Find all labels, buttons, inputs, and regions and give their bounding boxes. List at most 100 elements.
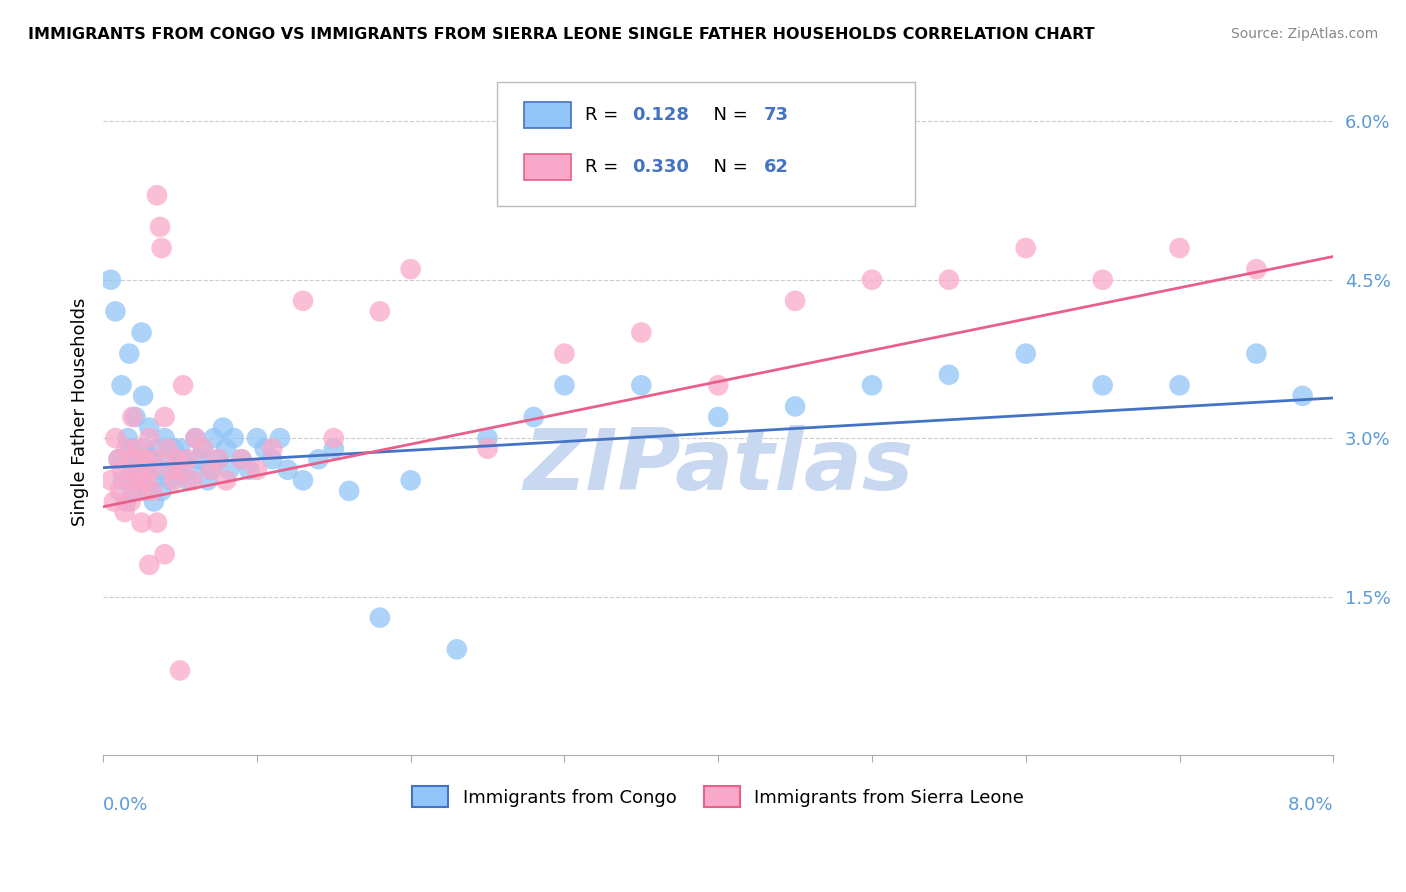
Text: R =: R =	[585, 158, 624, 176]
Point	[163, 474, 186, 488]
Point	[207, 452, 229, 467]
Point	[100, 273, 122, 287]
FancyBboxPatch shape	[496, 82, 915, 206]
Point	[156, 452, 179, 467]
Point	[172, 378, 194, 392]
Point	[1246, 262, 1268, 277]
Point	[148, 463, 170, 477]
Point	[169, 463, 191, 477]
Text: 8.0%: 8.0%	[1288, 796, 1333, 814]
Point	[159, 463, 181, 477]
Point	[139, 452, 162, 467]
Point	[156, 442, 179, 456]
Point	[135, 474, 157, 488]
Point	[860, 378, 883, 392]
Text: 62: 62	[763, 158, 789, 176]
Point	[125, 452, 148, 467]
Text: 0.0%: 0.0%	[103, 796, 149, 814]
Point	[399, 474, 422, 488]
Point	[117, 431, 139, 445]
Point	[200, 463, 222, 477]
Point	[553, 346, 575, 360]
Text: Source: ZipAtlas.com: Source: ZipAtlas.com	[1230, 27, 1378, 41]
Point	[131, 326, 153, 340]
Point	[159, 474, 181, 488]
Point	[104, 431, 127, 445]
Point	[1091, 273, 1114, 287]
Point	[231, 452, 253, 467]
Point	[215, 442, 238, 456]
Point	[153, 431, 176, 445]
Y-axis label: Single Father Households: Single Father Households	[72, 298, 89, 526]
Point	[181, 463, 204, 477]
Point	[134, 452, 156, 467]
Text: 0.330: 0.330	[633, 158, 689, 176]
Point	[523, 409, 546, 424]
Point	[197, 474, 219, 488]
Point	[785, 293, 807, 308]
Point	[212, 420, 235, 434]
Point	[125, 442, 148, 456]
Point	[191, 442, 214, 456]
FancyBboxPatch shape	[524, 103, 571, 128]
Text: R =: R =	[585, 106, 624, 124]
Point	[100, 474, 122, 488]
Point	[169, 664, 191, 678]
Point	[128, 474, 150, 488]
Point	[131, 483, 153, 498]
Point	[166, 463, 188, 477]
FancyBboxPatch shape	[524, 153, 571, 179]
Point	[153, 409, 176, 424]
Text: ZIPatlas: ZIPatlas	[523, 425, 914, 508]
Point	[121, 409, 143, 424]
Point	[110, 378, 132, 392]
Point	[215, 474, 238, 488]
Point	[153, 547, 176, 561]
Point	[246, 431, 269, 445]
Text: 0.128: 0.128	[633, 106, 689, 124]
Point	[1015, 346, 1038, 360]
Point	[138, 558, 160, 572]
Point	[630, 326, 652, 340]
Point	[191, 442, 214, 456]
Point	[938, 368, 960, 382]
Point	[202, 431, 225, 445]
Point	[132, 389, 155, 403]
Point	[107, 452, 129, 467]
Point	[707, 409, 730, 424]
Legend: Immigrants from Congo, Immigrants from Sierra Leone: Immigrants from Congo, Immigrants from S…	[405, 780, 1032, 814]
Point	[477, 442, 499, 456]
Point	[150, 483, 173, 498]
Point	[129, 463, 152, 477]
Point	[142, 494, 165, 508]
Point	[187, 452, 209, 467]
Point	[630, 378, 652, 392]
Point	[368, 304, 391, 318]
Text: IMMIGRANTS FROM CONGO VS IMMIGRANTS FROM SIERRA LEONE SINGLE FATHER HOUSEHOLDS C: IMMIGRANTS FROM CONGO VS IMMIGRANTS FROM…	[28, 27, 1095, 42]
Text: N =: N =	[702, 106, 754, 124]
Point	[218, 463, 240, 477]
Point	[337, 483, 360, 498]
Point	[399, 262, 422, 277]
Point	[122, 452, 145, 467]
Point	[1091, 378, 1114, 392]
Point	[131, 516, 153, 530]
Point	[292, 474, 315, 488]
Point	[150, 241, 173, 255]
Point	[292, 293, 315, 308]
Point	[149, 219, 172, 234]
Point	[177, 452, 200, 467]
Point	[200, 463, 222, 477]
Point	[146, 516, 169, 530]
Point	[207, 452, 229, 467]
Point	[120, 442, 142, 456]
Point	[110, 463, 132, 477]
Point	[112, 474, 135, 488]
Point	[146, 442, 169, 456]
Point	[118, 474, 141, 488]
Point	[1168, 378, 1191, 392]
Point	[322, 442, 344, 456]
Point	[108, 483, 131, 498]
Point	[860, 273, 883, 287]
Point	[146, 188, 169, 202]
